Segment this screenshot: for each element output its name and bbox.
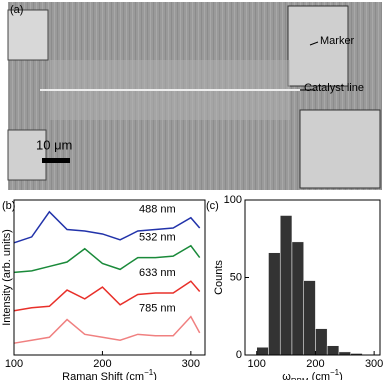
axis-label: Intensity (arb. units) [1,229,13,326]
bar [326,345,340,356]
label-part: (cm [309,371,330,380]
legend-label: 785 nm [139,303,176,315]
y-tick-label: 100 [224,194,242,206]
spectrum [13,280,201,312]
x-tick-label: 100 [5,358,23,370]
legend-label: 633 nm [139,267,176,279]
bar [291,241,304,356]
annotation: Marker [320,35,355,47]
panel-label: (c) [206,200,219,212]
x-tick-label: 200 [306,358,324,370]
label-part: −1 [144,368,154,377]
x-tick-label: 300 [365,358,383,370]
label-part: ω [282,371,291,380]
annotation: Catalyst line [304,82,364,94]
axis-label: Counts [213,260,225,295]
bar [279,215,293,356]
label-part: Raman Shift (cm [62,371,144,380]
x-tick-label: 200 [93,358,111,370]
spectrum [13,210,201,244]
bar [256,347,269,356]
spectrum [13,244,201,274]
panel-label: (a) [10,4,23,16]
label-part: ) [339,371,343,380]
x-tick-label: 100 [248,358,266,370]
y-tick-label: 0 [236,349,242,361]
label-part: −1 [330,368,340,377]
label-part: RBM [291,377,309,380]
panel-label: (b) [2,200,15,212]
legend-label: 532 nm [139,232,176,244]
sem-image [7,2,382,190]
bar [268,252,281,356]
scale-bar-label: 10 μm [36,137,72,152]
plot-frame [13,199,206,356]
bar [303,280,316,356]
spectrum [13,315,201,344]
plot-frame [244,199,381,356]
x-tick-label: 300 [182,358,200,370]
legend-label: 488 nm [139,204,176,216]
label-part: ) [153,371,157,380]
bar [315,328,328,356]
y-tick-label: 50 [230,271,242,283]
